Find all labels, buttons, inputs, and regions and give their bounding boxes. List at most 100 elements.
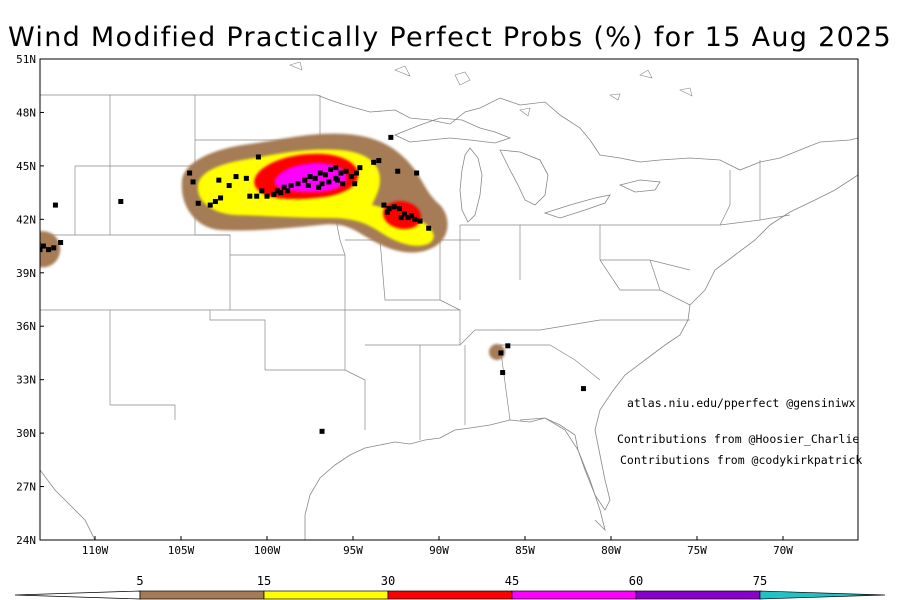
lon-label: 95W [343, 544, 363, 557]
storm-report [376, 158, 382, 164]
canada-lakes [289, 61, 693, 117]
contribution-credit-2: Contributions from @codykirkpatrick [620, 453, 863, 467]
storm-report [243, 175, 249, 181]
storm-report [218, 195, 224, 201]
storm-report [333, 165, 339, 171]
storm-report [408, 213, 414, 219]
colorbar-segment [759, 590, 886, 600]
storm-report [386, 206, 392, 212]
storm-report [391, 204, 397, 210]
map-frame [39, 58, 859, 541]
storm-report [319, 181, 325, 187]
lat-label: 30N [16, 427, 36, 440]
state-borders [40, 95, 791, 540]
storm-report [274, 188, 280, 194]
storm-report [352, 181, 358, 187]
map-area [40, 59, 858, 540]
storm-report [580, 386, 586, 392]
storm-report [505, 343, 511, 349]
probability-contours [32, 133, 586, 434]
colorbar-label: 45 [505, 574, 519, 588]
lon-label: 70W [773, 544, 793, 557]
storm-report [371, 159, 377, 165]
storm-report [302, 177, 308, 183]
storm-report [118, 199, 124, 205]
storm-report [500, 370, 506, 376]
colorbar-label: 60 [629, 574, 643, 588]
storm-report [414, 170, 420, 176]
storm-report [322, 172, 328, 178]
longitude-labels: 110W 105W 100W 95W 90W 85W 80W 75W 70W [82, 536, 793, 557]
storm-report [426, 225, 432, 231]
storm-report [212, 199, 218, 205]
site-credit: atlas.niu.edu/pperfect @gensiniwx [627, 396, 856, 410]
storm-report [58, 239, 64, 245]
lon-label: 90W [429, 544, 449, 557]
storm-report [40, 243, 46, 249]
storm-report [32, 342, 37, 347]
lat-label: 42N [16, 213, 36, 226]
storm-report [333, 175, 339, 181]
storm-report [207, 202, 213, 208]
storm-report [317, 170, 323, 176]
storm-report [288, 182, 294, 188]
lake-huron [499, 149, 549, 206]
storm-report [216, 177, 222, 183]
lake-ontario [618, 179, 661, 193]
lon-label: 105W [168, 544, 195, 557]
basemap [40, 61, 858, 540]
storm-report [396, 206, 402, 212]
storm-report [285, 188, 291, 194]
storm-report [343, 168, 349, 174]
storm-report [412, 216, 418, 222]
colorbar-label: 15 [257, 574, 271, 588]
storm-report [326, 179, 332, 185]
storm-report [498, 350, 504, 356]
storm-report [402, 211, 408, 217]
storm-report [255, 154, 261, 160]
storm-report [381, 202, 387, 208]
storm-report [388, 134, 394, 140]
storm-report [281, 184, 287, 190]
storm-report [295, 181, 301, 187]
lat-label: 45N [16, 160, 36, 173]
colorbar-label: 75 [753, 574, 767, 588]
storm-report [226, 182, 232, 188]
storm-report [307, 174, 313, 180]
colorbar-segment [14, 590, 141, 600]
canada-border [40, 94, 858, 171]
storm-report [52, 202, 58, 208]
lat-label: 39N [16, 267, 36, 280]
storm-report [405, 215, 411, 221]
storm-report [46, 247, 52, 253]
storm-report [348, 174, 354, 180]
contribution-credit-1: Contributions from @Hoosier_Charlie [617, 432, 860, 446]
storm-report [187, 170, 193, 176]
lake-erie [543, 194, 611, 219]
storm-report [247, 193, 253, 199]
lat-label: 36N [16, 320, 36, 333]
storm-report [319, 428, 325, 434]
colorbar-segment [387, 590, 513, 600]
storm-report [305, 182, 311, 188]
colorbar-segment [511, 590, 637, 600]
storm-report [338, 170, 344, 176]
latitude-labels: 51N 48N 45N 42N 39N 36N 33N 30N 27N 24N [16, 53, 44, 547]
storm-report [357, 165, 363, 171]
storm-report [264, 193, 270, 199]
storm-report [40, 247, 43, 253]
storm-report [259, 188, 265, 194]
storm-reports [32, 134, 586, 434]
lon-label: 100W [254, 544, 281, 557]
storm-report [316, 184, 322, 190]
map-title: Wind Modified Practically Perfect Probs … [7, 22, 893, 53]
storm-report [398, 215, 404, 221]
colorbar-label: 30 [381, 574, 395, 588]
lon-label: 75W [687, 544, 707, 557]
storm-report [417, 218, 423, 224]
lon-label: 85W [515, 544, 535, 557]
storm-report [51, 245, 57, 251]
storm-report [395, 168, 401, 174]
storm-report [233, 174, 239, 180]
